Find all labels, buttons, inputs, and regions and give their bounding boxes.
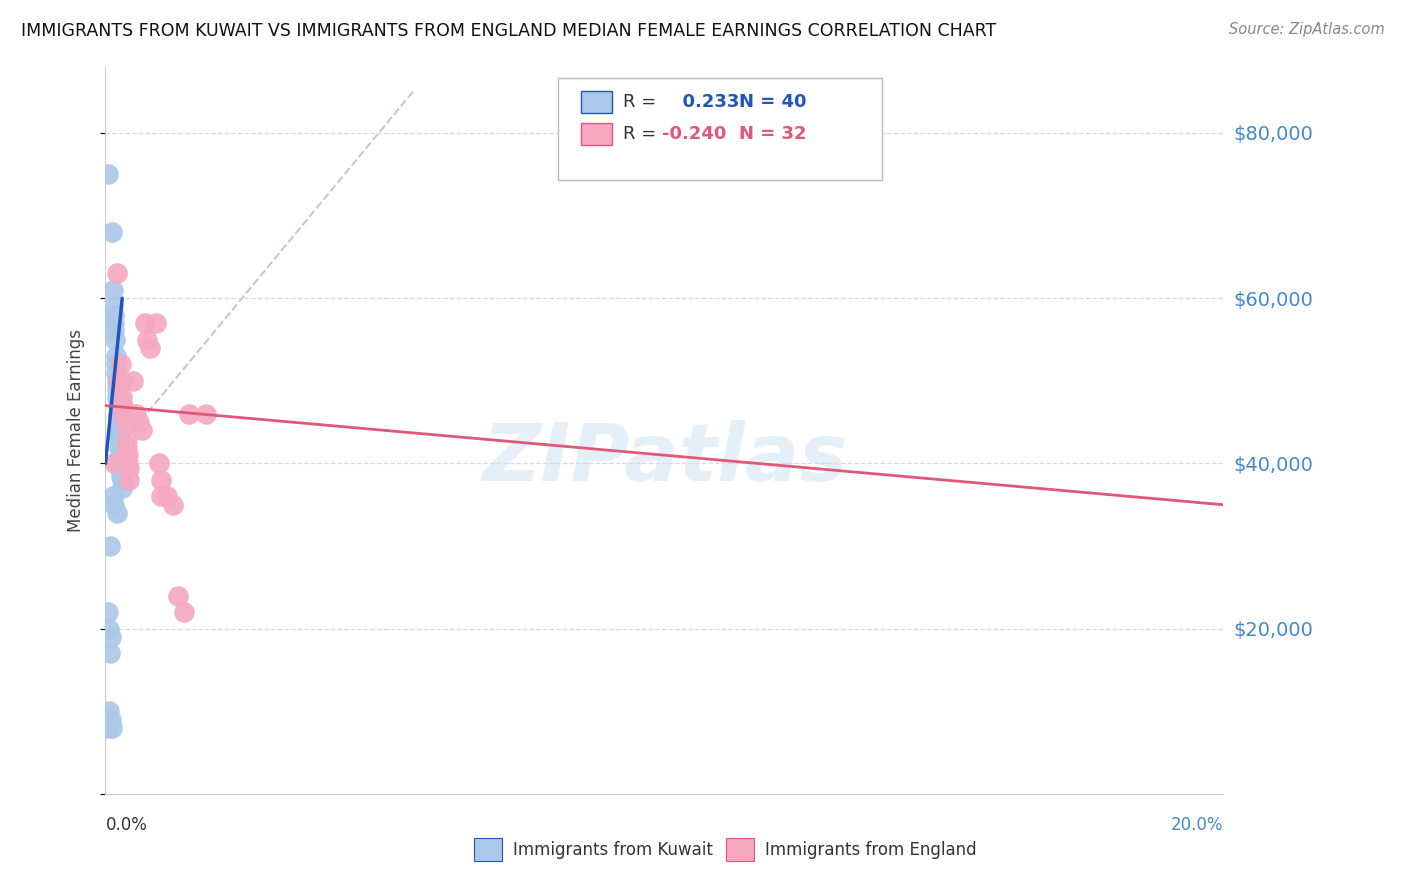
Point: [105, 374, 128, 388]
Text: IMMIGRANTS FROM KUWAIT VS IMMIGRANTS FROM ENGLAND MEDIAN FEMALE EARNINGS CORRELA: IMMIGRANTS FROM KUWAIT VS IMMIGRANTS FRO…: [21, 22, 997, 40]
Point: [131, 424, 153, 438]
Point: [108, 374, 131, 388]
Point: [117, 457, 139, 471]
Point: [105, 366, 128, 380]
Point: [134, 316, 156, 330]
Text: 0.0%: 0.0%: [105, 816, 148, 834]
Point: [103, 308, 125, 322]
Point: [98, 704, 121, 718]
Point: [118, 460, 141, 475]
Point: [97, 605, 120, 619]
Point: [100, 647, 122, 661]
Point: [145, 316, 167, 330]
Point: [100, 630, 122, 644]
Point: [111, 374, 134, 388]
Point: [173, 605, 195, 619]
FancyBboxPatch shape: [581, 91, 612, 112]
Point: [115, 432, 138, 446]
Point: [111, 390, 134, 404]
FancyBboxPatch shape: [581, 123, 612, 145]
Y-axis label: Median Female Earnings: Median Female Earnings: [66, 329, 84, 532]
Point: [101, 283, 124, 297]
Point: [114, 415, 136, 429]
Text: N = 40: N = 40: [740, 93, 807, 111]
Point: [97, 622, 120, 636]
FancyBboxPatch shape: [558, 78, 883, 179]
Point: [103, 457, 125, 471]
Point: [105, 382, 128, 396]
Point: [101, 490, 124, 504]
Text: Immigrants from Kuwait: Immigrants from Kuwait: [513, 841, 713, 859]
Point: [108, 448, 131, 462]
Point: [103, 316, 125, 330]
FancyBboxPatch shape: [474, 838, 502, 862]
Text: -0.240: -0.240: [662, 125, 727, 143]
Text: Immigrants from England: Immigrants from England: [765, 841, 977, 859]
Point: [195, 407, 218, 421]
Text: Source: ZipAtlas.com: Source: ZipAtlas.com: [1229, 22, 1385, 37]
Point: [117, 448, 139, 462]
Point: [128, 415, 150, 429]
Point: [162, 498, 184, 512]
Point: [101, 721, 124, 735]
Point: [100, 713, 122, 727]
Point: [104, 349, 127, 363]
Point: [112, 399, 135, 413]
Point: [125, 407, 148, 421]
Point: [112, 407, 135, 421]
Point: [107, 415, 129, 429]
Point: [110, 468, 132, 483]
Point: [148, 457, 170, 471]
Point: [115, 440, 138, 454]
Point: [122, 374, 145, 388]
Point: [107, 424, 129, 438]
Point: [139, 341, 162, 355]
Point: [97, 721, 120, 735]
Point: [110, 460, 132, 475]
FancyBboxPatch shape: [725, 838, 754, 862]
Point: [97, 167, 120, 181]
Point: [150, 473, 173, 487]
Point: [105, 506, 128, 520]
Point: [110, 357, 132, 371]
Point: [179, 407, 201, 421]
Point: [103, 324, 125, 338]
Point: [101, 225, 124, 239]
Point: [167, 589, 190, 603]
Point: [150, 490, 173, 504]
Text: 20.0%: 20.0%: [1171, 816, 1223, 834]
Point: [108, 432, 131, 446]
Point: [118, 473, 141, 487]
Point: [107, 399, 129, 413]
Point: [98, 539, 121, 553]
Point: [105, 390, 128, 404]
Text: 0.233: 0.233: [669, 93, 740, 111]
Point: [136, 333, 159, 347]
Point: [105, 267, 128, 281]
Text: R =: R =: [623, 125, 657, 143]
Point: [111, 481, 134, 495]
Text: R =: R =: [623, 93, 657, 111]
Point: [103, 498, 125, 512]
Point: [108, 440, 131, 454]
Point: [108, 427, 131, 442]
Point: [104, 333, 127, 347]
Text: ZIPatlas: ZIPatlas: [482, 420, 846, 499]
Text: N = 32: N = 32: [740, 125, 807, 143]
Point: [104, 357, 127, 371]
Point: [103, 300, 125, 314]
Point: [111, 473, 134, 487]
Point: [107, 407, 129, 421]
Point: [110, 465, 132, 479]
Point: [156, 490, 179, 504]
Point: [108, 457, 131, 471]
